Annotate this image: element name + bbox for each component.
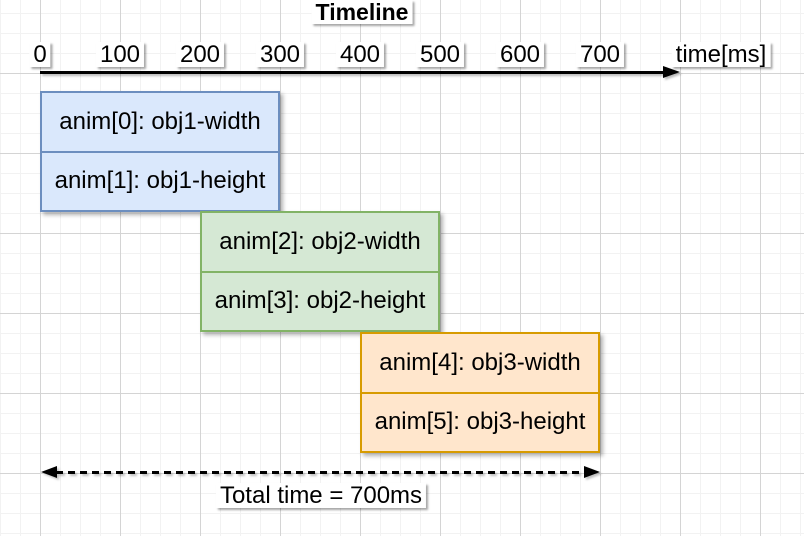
anim-bar-2: anim[2]: obj2-width bbox=[219, 227, 421, 255]
anim-bar-5: anim[5]: obj3-height bbox=[362, 391, 598, 452]
axis-tick-100: 100 bbox=[95, 42, 145, 67]
anim-bar-0: anim[0]: obj1-width bbox=[59, 107, 261, 135]
total-time-label: Total time = 700ms bbox=[215, 483, 427, 508]
axis-unit-label: time[ms] bbox=[671, 42, 771, 67]
anim-group-obj1: anim[0]: obj1-width anim[1]: obj1-height bbox=[40, 91, 280, 212]
anim-bar-4: anim[4]: obj3-width bbox=[379, 348, 581, 376]
axis-tick-400: 400 bbox=[335, 42, 385, 67]
anim-group-obj2: anim[2]: obj2-width anim[3]: obj2-height bbox=[200, 211, 440, 332]
axis-tick-200: 200 bbox=[175, 42, 225, 67]
anim-group-obj3: anim[4]: obj3-width anim[5]: obj3-height bbox=[360, 332, 600, 453]
axis-tick-0: 0 bbox=[29, 42, 51, 67]
axis-arrowhead-icon bbox=[663, 66, 680, 78]
axis-tick-700: 700 bbox=[575, 42, 625, 67]
total-arrow-dashed-line bbox=[56, 471, 585, 474]
diagram-title: Timeline bbox=[311, 0, 413, 24]
axis-tick-600: 600 bbox=[495, 42, 545, 67]
time-axis-line bbox=[40, 71, 666, 74]
total-arrow-right-icon bbox=[584, 466, 600, 478]
axis-tick-300: 300 bbox=[255, 42, 305, 67]
axis-tick-500: 500 bbox=[415, 42, 465, 67]
anim-bar-1: anim[1]: obj1-height bbox=[42, 150, 278, 211]
total-arrow-left-icon bbox=[41, 466, 57, 478]
anim-bar-3: anim[3]: obj2-height bbox=[202, 270, 438, 331]
